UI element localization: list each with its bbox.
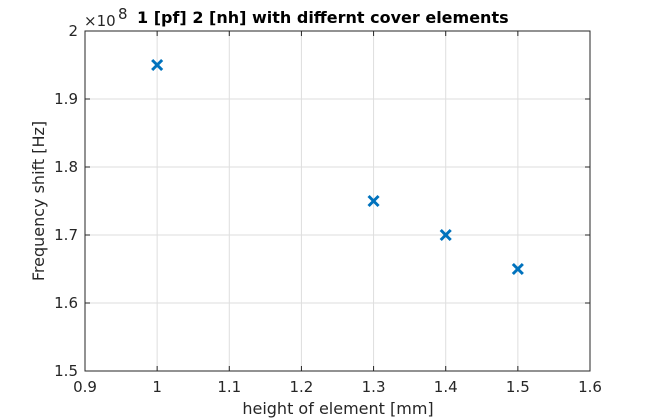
y-tick-label: 1.6 bbox=[54, 294, 78, 312]
data-point bbox=[439, 228, 452, 242]
data-point bbox=[367, 194, 380, 208]
chart-title: 1 [pf] 2 [nh] with differnt cover elemen… bbox=[137, 8, 509, 27]
y-axis-label: Frequency shift [Hz] bbox=[29, 121, 48, 281]
grid bbox=[84, 30, 591, 372]
x-tick-labels: 0.9 1 1.1 1.2 1.3 1.4 1.5 1.6 bbox=[73, 378, 602, 396]
x-tick-label: 1.4 bbox=[434, 378, 458, 396]
data-points bbox=[151, 58, 524, 276]
y-exponent-multiplier: ×10 bbox=[84, 12, 116, 30]
y-exponent-power: 8 bbox=[118, 5, 128, 23]
y-tick-label: 1.8 bbox=[54, 158, 78, 176]
data-point bbox=[151, 58, 164, 72]
y-tick-label: 2 bbox=[68, 22, 78, 40]
y-tick-label: 1.9 bbox=[54, 90, 78, 108]
x-tick-label: 1.5 bbox=[506, 378, 530, 396]
y-tick-label: 1.7 bbox=[54, 226, 78, 244]
y-tick-labels: 1.5 1.6 1.7 1.8 1.9 2 bbox=[54, 22, 78, 380]
x-axis-label: height of element [mm] bbox=[242, 399, 433, 418]
x-tick-label: 1 bbox=[152, 378, 162, 396]
data-point bbox=[511, 262, 524, 276]
x-tick-label: 0.9 bbox=[73, 378, 97, 396]
x-tick-label: 1.1 bbox=[217, 378, 241, 396]
plot-area bbox=[84, 30, 591, 372]
x-tick-label: 1.6 bbox=[578, 378, 602, 396]
y-tick-label: 1.5 bbox=[54, 362, 78, 380]
x-tick-label: 1.2 bbox=[289, 378, 313, 396]
x-tick-label: 1.3 bbox=[362, 378, 386, 396]
axis-ticks bbox=[84, 30, 591, 372]
